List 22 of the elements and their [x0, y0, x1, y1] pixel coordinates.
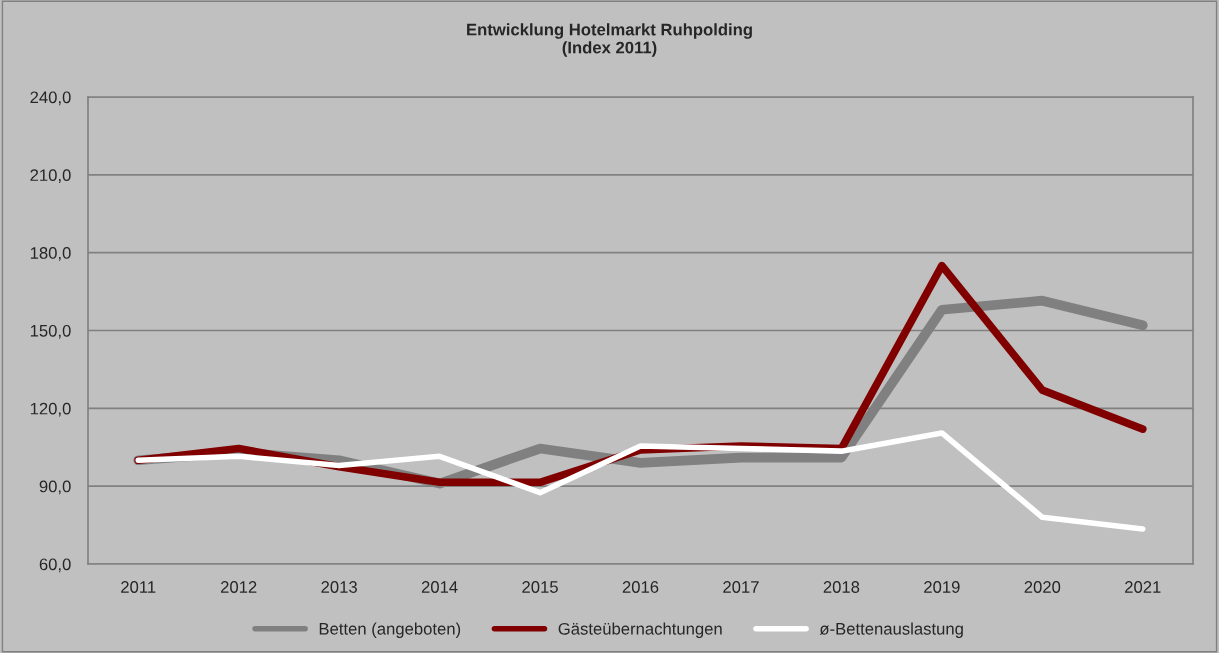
x-tick-label: 2011 [121, 581, 156, 593]
legend-label: Gästeübernachtungen [558, 622, 722, 638]
y-tick-label: 210,0 [30, 169, 71, 184]
x-tick-label: 2020 [1024, 581, 1061, 593]
x-tick-label: 2019 [924, 581, 960, 593]
y-tick-label: 240,0 [30, 91, 71, 106]
legend-label: Betten (angeboten) [319, 622, 461, 638]
x-tick-label: 2014 [421, 581, 458, 593]
y-tick-label: 180,0 [30, 247, 71, 261]
y-tick-label: 150,0 [30, 324, 71, 339]
x-tick-label: 2018 [823, 581, 860, 593]
y-tick-label: 120,0 [30, 402, 71, 417]
x-tick-label: 2012 [220, 581, 257, 593]
x-tick-label: 2017 [723, 581, 759, 593]
x-tick-label: 2021 [1125, 581, 1161, 593]
chart-title: Entwicklung Hotelmarkt Ruhpolding (Index 2011) [467, 23, 752, 57]
y-tick-label: 90,0 [39, 480, 71, 495]
x-tick-label: 2013 [321, 581, 357, 593]
x-tick-label: 2015 [522, 581, 558, 593]
legend-label: ø-Bettenauslastung [819, 622, 963, 638]
y-tick-label: 60,0 [39, 558, 71, 573]
x-tick-label: 2016 [622, 581, 659, 593]
